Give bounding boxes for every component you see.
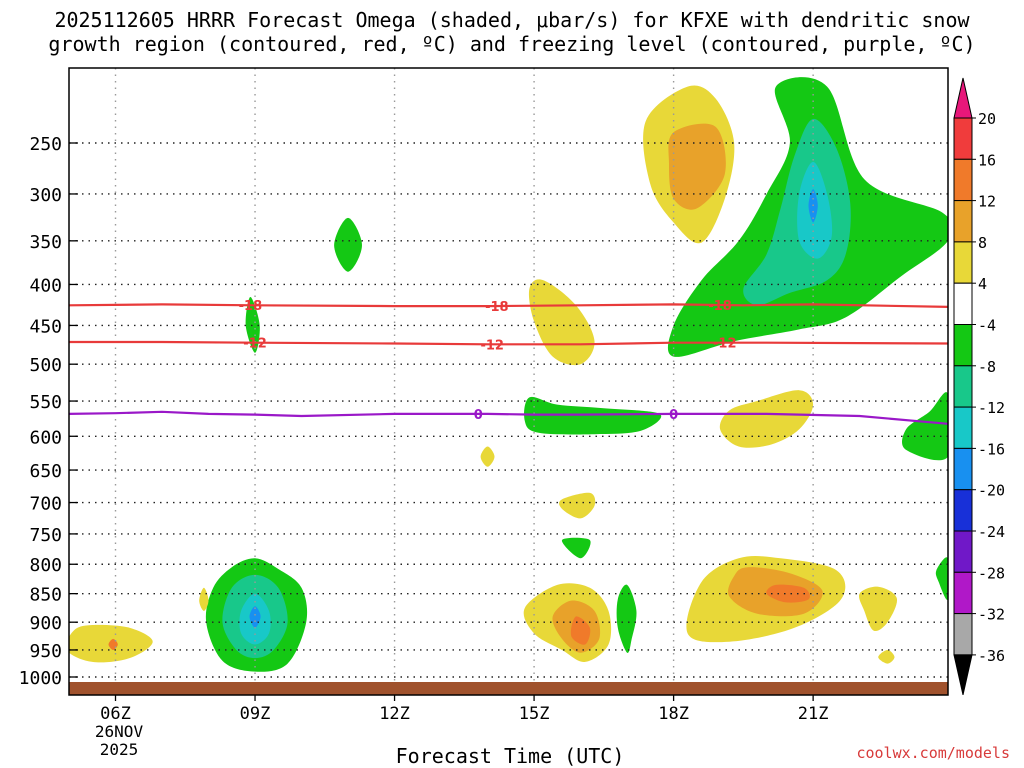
colorbar-label: -24 xyxy=(978,523,1005,541)
colorbar-arrow-top xyxy=(953,77,973,119)
colorbar-label: -4 xyxy=(978,317,996,335)
y-tick-label: 250 xyxy=(29,134,62,155)
y-tick-label: 450 xyxy=(29,316,62,337)
colorbar: 20 16 12 8 4 -4 -8 -12 -16 -20 -24 -28 -32 -36 xyxy=(953,77,1005,696)
contour-label: -12 xyxy=(243,337,267,352)
contour-label: 0 xyxy=(669,408,678,423)
contour-line xyxy=(69,340,948,346)
contour-label: -18 xyxy=(239,299,263,314)
x-tick-label: 06Z xyxy=(100,704,131,724)
contour-labels: -18 -18 -18 -12 -12 -12 0 0 xyxy=(239,299,737,423)
omega-region-orange xyxy=(766,584,810,603)
omega-region-yellow xyxy=(719,390,814,448)
colorbar-swatch xyxy=(953,158,973,202)
y-tick-label: 600 xyxy=(29,427,62,448)
y-tick-label: 400 xyxy=(29,275,62,296)
y-tick-label: 750 xyxy=(29,525,62,546)
colorbar-swatch xyxy=(953,365,973,408)
colorbar-swatch xyxy=(953,200,973,243)
omega-region-green xyxy=(561,537,591,559)
colorbar-label: -8 xyxy=(978,358,996,376)
colorbar-swatch xyxy=(953,447,973,491)
omega-shading xyxy=(69,77,948,672)
contour-label: -12 xyxy=(713,337,737,352)
contour-label: -12 xyxy=(480,338,504,353)
omega-region-orange xyxy=(570,616,591,645)
credit-text: coolwx.com/models xyxy=(856,744,1010,762)
y-tick-label: 800 xyxy=(29,555,62,576)
x-tick-label: 15Z xyxy=(519,704,550,724)
colorbar-label: -16 xyxy=(978,440,1005,458)
time-axis: 06Z 09Z 12Z 15Z 18Z 21Z xyxy=(100,695,828,724)
colorbar-label: -36 xyxy=(978,647,1005,665)
omega-region-teal xyxy=(743,118,851,306)
plot-frame xyxy=(68,67,949,696)
colorbar-label: 20 xyxy=(978,110,996,128)
y-tick-label: 550 xyxy=(29,392,62,413)
colorbar-label: 4 xyxy=(978,275,987,293)
y-tick-label: 350 xyxy=(29,232,62,253)
colorbar-label: -12 xyxy=(978,399,1005,417)
x-axis-label: Forecast Time (UTC) xyxy=(395,744,625,768)
omega-region-green xyxy=(334,217,362,272)
omega-region-green xyxy=(902,392,948,461)
chart-title-line-2: growth region (contoured, red, ºC) and f… xyxy=(48,32,976,56)
y-tick-label: 1000 xyxy=(19,668,62,689)
contour-line xyxy=(69,303,948,308)
omega-region-green xyxy=(935,557,948,601)
omega-region-yellow xyxy=(858,586,898,632)
temperature-contours xyxy=(69,303,948,425)
colorbar-swatch xyxy=(953,241,973,284)
colorbar-swatch xyxy=(953,117,973,160)
date-label-day: 26NOV xyxy=(94,722,144,741)
omega-region-green xyxy=(245,297,260,353)
chart-title-line-1: 2025112605 HRRR Forecast Omega (shaded, … xyxy=(54,8,970,32)
colorbar-label: -32 xyxy=(978,606,1005,624)
y-tick-label: 650 xyxy=(29,461,62,482)
colorbar-swatch xyxy=(953,571,973,615)
contour-label: 0 xyxy=(474,408,483,423)
colorbar-label: -28 xyxy=(978,564,1005,582)
pressure-axis: 250 300 350 400 450 500 550 600 650 700 750 800 850 9… xyxy=(19,134,78,689)
omega-region-green xyxy=(524,396,662,435)
colorbar-swatch xyxy=(953,530,973,573)
colorbar-label: 12 xyxy=(978,193,996,211)
colorbar-swatch xyxy=(953,324,973,367)
y-tick-label: 900 xyxy=(29,613,62,634)
colorbar-label: -20 xyxy=(978,482,1005,500)
colorbar-arrow-bottom xyxy=(953,654,973,696)
x-tick-label: 09Z xyxy=(240,704,271,724)
contour-line xyxy=(69,410,948,425)
y-tick-label: 300 xyxy=(29,185,62,206)
contour-label: -18 xyxy=(485,300,509,315)
y-tick-label: 850 xyxy=(29,585,62,606)
omega-region-yellow xyxy=(480,446,495,467)
x-tick-label: 12Z xyxy=(379,704,410,724)
y-tick-label: 700 xyxy=(29,494,62,515)
ground-bar xyxy=(69,682,948,695)
colorbar-swatch xyxy=(953,406,973,449)
omega-region-green xyxy=(616,584,637,653)
y-tick-label: 500 xyxy=(29,355,62,376)
colorbar-swatch xyxy=(953,489,973,532)
y-tick-label: 950 xyxy=(29,641,62,662)
date-label-year: 2025 xyxy=(99,740,139,759)
colorbar-swatch xyxy=(953,613,973,656)
x-tick-label: 18Z xyxy=(658,704,689,724)
colorbar-label: 8 xyxy=(978,234,987,252)
omega-region-yellow xyxy=(559,492,596,519)
x-tick-label: 21Z xyxy=(798,704,829,724)
contour-label: -18 xyxy=(708,299,732,314)
omega-region-gold xyxy=(668,123,726,210)
colorbar-label: 16 xyxy=(978,151,996,169)
colorbar-swatch xyxy=(953,282,973,326)
omega-region-yellow xyxy=(878,650,895,664)
